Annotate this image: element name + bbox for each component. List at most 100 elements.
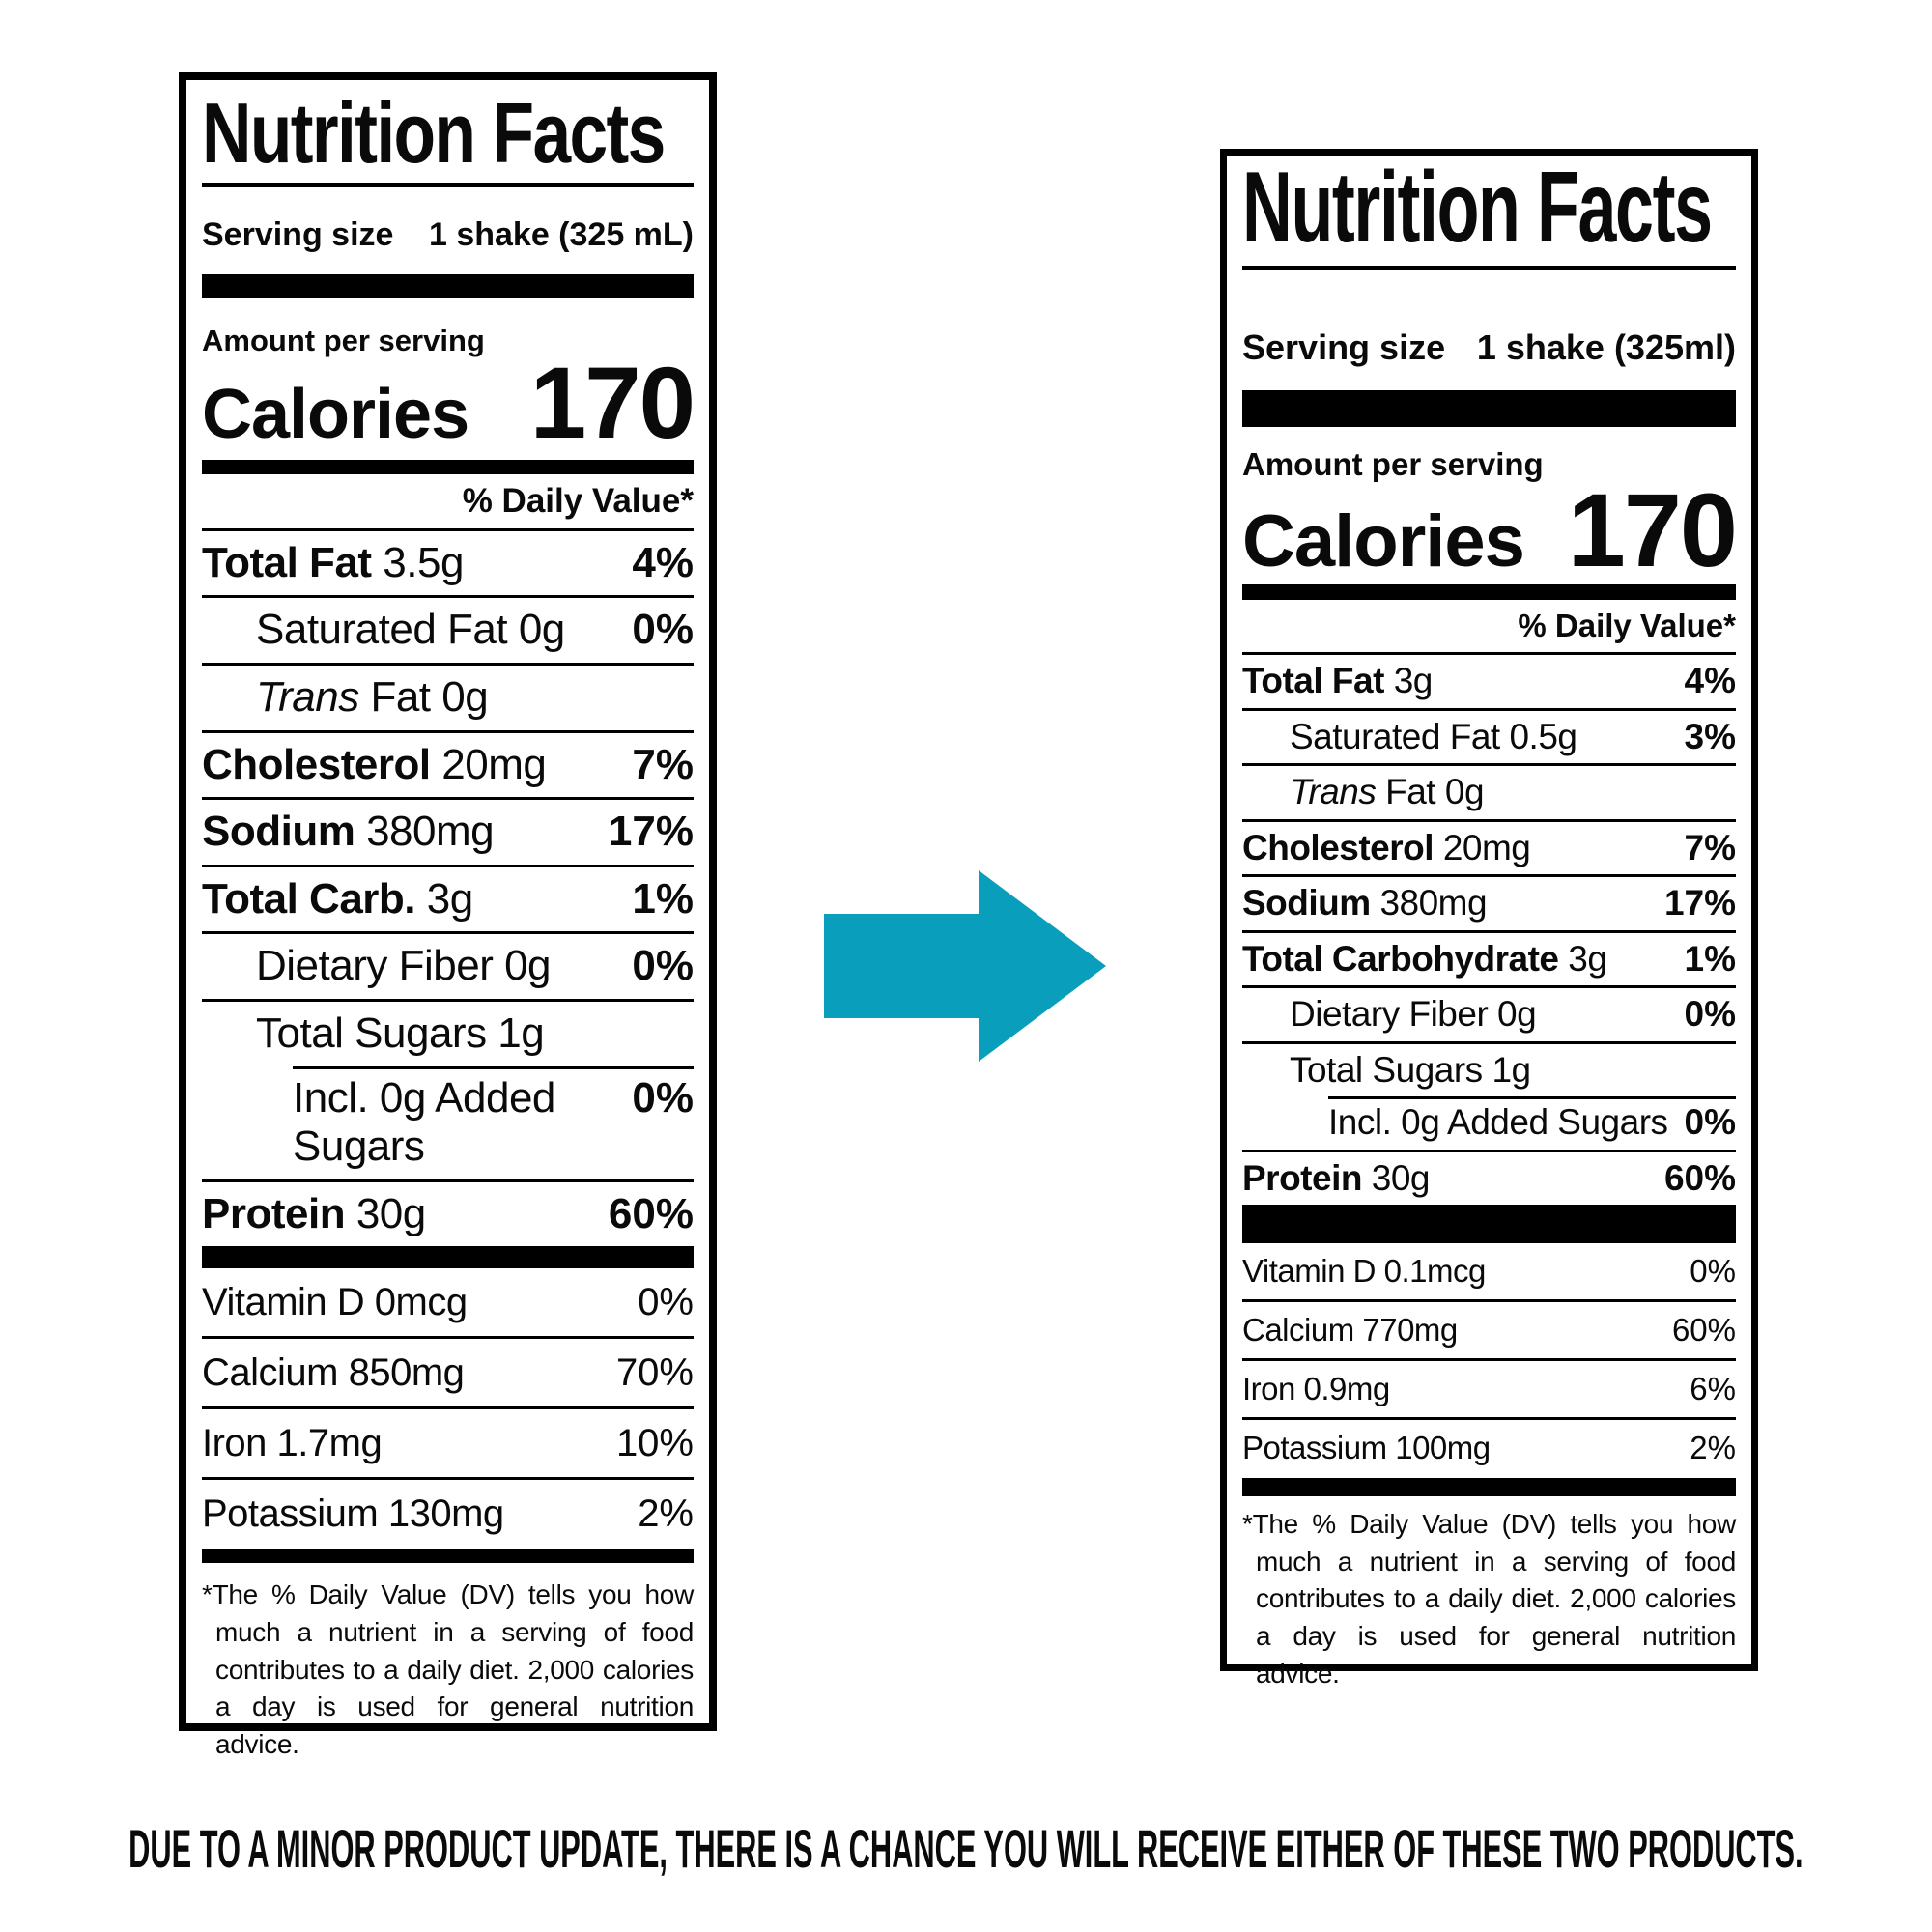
- nutrient-name: Saturated Fat 0.5g: [1290, 716, 1577, 756]
- serving-size-row: Serving size 1 shake (325 mL): [202, 216, 694, 254]
- nutrient-row: Trans Fat 0g: [202, 666, 694, 733]
- right-arrow-shape: [824, 870, 1106, 1062]
- nutrient-name: Total Fat 3g: [1242, 660, 1433, 700]
- nutrient-row: Incl. 0g Added Sugars 0%: [1242, 1096, 1736, 1152]
- nutrient-name: Total Carbohydrate 3g: [1242, 938, 1607, 979]
- nutrient-row: Calcium 770mg 60%: [1242, 1302, 1736, 1362]
- nutrient-row: Total Fat 3g 4%: [1242, 655, 1736, 711]
- daily-value-percent: 0%: [632, 942, 694, 990]
- nutrient-name: Cholesterol 20mg: [1242, 827, 1531, 867]
- nutrient-row: Total Sugars 1g: [202, 1002, 694, 1066]
- nutrient-name: Sodium 380mg: [1242, 883, 1488, 923]
- thick-divider-bar: [202, 1246, 694, 1269]
- daily-value-footnote: *The % Daily Value (DV) tells you how mu…: [1242, 1509, 1736, 1689]
- serving-size-value: 1 shake (325 mL): [428, 216, 694, 254]
- daily-value-percent: 0%: [632, 1073, 694, 1122]
- nutrient-row: Protein 30g 60%: [1242, 1152, 1736, 1206]
- nutrient-name: Protein 30g: [202, 1189, 426, 1237]
- amount-per-serving-label: Amount per serving: [1242, 446, 1544, 483]
- nutrient-name: Total Carb. 3g: [202, 874, 473, 923]
- medium-divider-bar: [1242, 1478, 1736, 1497]
- nutrient-rows: Total Fat 3.5g 4% Saturated Fat 0g 0% Trans …: [202, 531, 694, 1247]
- calories-value: 170: [529, 346, 696, 460]
- nutrient-row: Total Sugars 1g: [1242, 1044, 1736, 1097]
- daily-value-percent: 7%: [632, 740, 694, 788]
- nutrient-name: Iron 0.9mg: [1242, 1371, 1390, 1407]
- nutrient-name: Saturated Fat 0g: [256, 606, 565, 654]
- calories-row: Calories 170: [1242, 471, 1738, 589]
- daily-value-percent: 0%: [1684, 994, 1736, 1035]
- serving-size-value: 1 shake (325ml): [1476, 327, 1736, 367]
- nutrient-row: Saturated Fat 0.5g 3%: [1242, 711, 1736, 767]
- nutrient-name: Dietary Fiber 0g: [1290, 994, 1537, 1035]
- nutrient-row: Saturated Fat 0g 0%: [202, 598, 694, 666]
- nutrient-name: Iron 1.7mg: [202, 1422, 383, 1465]
- calories-label: Calories: [1242, 500, 1525, 583]
- daily-value-percent: 3%: [1684, 716, 1736, 756]
- daily-value-percent: 1%: [1684, 938, 1736, 979]
- nutrient-row: Dietary Fiber 0g 0%: [1242, 988, 1736, 1044]
- nutrient-name: Total Sugars 1g: [256, 1009, 545, 1057]
- nutrient-name: Vitamin D 0.1mcg: [1242, 1253, 1486, 1290]
- calories-row: Calories 170: [202, 346, 696, 460]
- nutrient-row: Dietary Fiber 0g 0%: [202, 934, 694, 1002]
- calories-value: 170: [1567, 471, 1738, 589]
- nutrient-name: Protein 30g: [1242, 1157, 1430, 1198]
- thick-divider-bar: [1242, 390, 1736, 428]
- thick-divider-bar: [202, 274, 694, 299]
- nutrient-name: Trans Fat 0g: [1290, 772, 1485, 812]
- nutrient-row: Potassium 130mg 2%: [202, 1480, 694, 1548]
- nutrient-row: Protein 30g 60%: [202, 1182, 694, 1247]
- nutrient-name: Incl. 0g Added Sugars: [1328, 1102, 1668, 1143]
- title-rule: [202, 183, 694, 188]
- nutrient-row: Cholesterol 20mg 7%: [1242, 822, 1736, 878]
- nutrient-row: Sodium 380mg 17%: [1242, 877, 1736, 933]
- nutrient-name: Total Sugars 1g: [1290, 1049, 1531, 1090]
- nutrient-name: Incl. 0g Added Sugars: [293, 1073, 555, 1171]
- medium-divider-bar: [1242, 584, 1736, 601]
- nutrient-row: Calcium 850mg 70%: [202, 1339, 694, 1410]
- serving-size-row: Serving size 1 shake (325ml): [1242, 327, 1736, 367]
- daily-value-percent: 0%: [632, 606, 694, 654]
- daily-value-percent: 7%: [1684, 827, 1736, 867]
- nutrient-name: Sodium 380mg: [202, 808, 495, 856]
- daily-value-percent: 0%: [1690, 1253, 1736, 1290]
- daily-value-percent: 1%: [632, 874, 694, 923]
- label-title: Nutrition Facts: [1242, 157, 1736, 258]
- product-update-notice: DUE TO A MINOR PRODUCT UPDATE, THERE IS …: [128, 1818, 1804, 1879]
- label-title: Nutrition Facts: [202, 90, 694, 175]
- daily-value-percent: 2%: [1690, 1430, 1736, 1466]
- daily-value-header: % Daily Value*: [1242, 600, 1736, 655]
- bottom-caption-row: DUE TO A MINOR PRODUCT UPDATE, THERE IS …: [0, 1822, 1932, 1876]
- daily-value-percent: 2%: [638, 1492, 694, 1536]
- vitamin-rows: Vitamin D 0.1mcg 0% Calcium 770mg 60% Iron 0…: [1242, 1243, 1736, 1476]
- daily-value-percent: 6%: [1690, 1371, 1736, 1407]
- daily-value-percent: 10%: [615, 1422, 694, 1465]
- daily-value-percent: 0%: [1684, 1102, 1736, 1143]
- nutrient-row: Iron 1.7mg 10%: [202, 1409, 694, 1481]
- title-rule: [1242, 265, 1736, 270]
- daily-value-header: % Daily Value*: [202, 474, 694, 531]
- daily-value-percent: 60%: [1671, 1312, 1736, 1349]
- daily-value-footnote: *The % Daily Value (DV) tells you how mu…: [202, 1579, 694, 1759]
- amount-per-serving-label: Amount per serving: [202, 324, 485, 358]
- nutrient-name: Calcium 850mg: [202, 1351, 465, 1395]
- nutrient-name: Total Fat 3.5g: [202, 538, 464, 586]
- nutrition-label-right: Nutrition Facts Serving size 1 shake (32…: [1220, 149, 1758, 1689]
- nutrient-name: Calcium 770mg: [1242, 1312, 1458, 1349]
- nutrient-row: Total Carbohydrate 3g 1%: [1242, 933, 1736, 989]
- nutrient-row: Trans Fat 0g: [1242, 766, 1736, 822]
- nutrient-row: Sodium 380mg 17%: [202, 800, 694, 867]
- nutrient-name: Potassium 130mg: [202, 1492, 504, 1536]
- nutrient-row: Potassium 100mg 2%: [1242, 1420, 1736, 1476]
- daily-value-percent: 4%: [1684, 660, 1736, 700]
- nutrient-row: Iron 0.9mg 6%: [1242, 1361, 1736, 1421]
- nutrient-rows: Total Fat 3g 4% Saturated Fat 0.5g 3% Trans …: [1242, 655, 1736, 1205]
- nutrient-row: Vitamin D 0.1mcg 0%: [1242, 1243, 1736, 1303]
- daily-value-percent: 17%: [1663, 883, 1736, 923]
- daily-value-percent: 60%: [608, 1189, 694, 1237]
- serving-size-label: Serving size: [1242, 327, 1446, 367]
- nutrient-name: Potassium 100mg: [1242, 1430, 1491, 1466]
- nutrition-label-left: Nutrition Facts Serving size 1 shake (32…: [179, 72, 717, 1759]
